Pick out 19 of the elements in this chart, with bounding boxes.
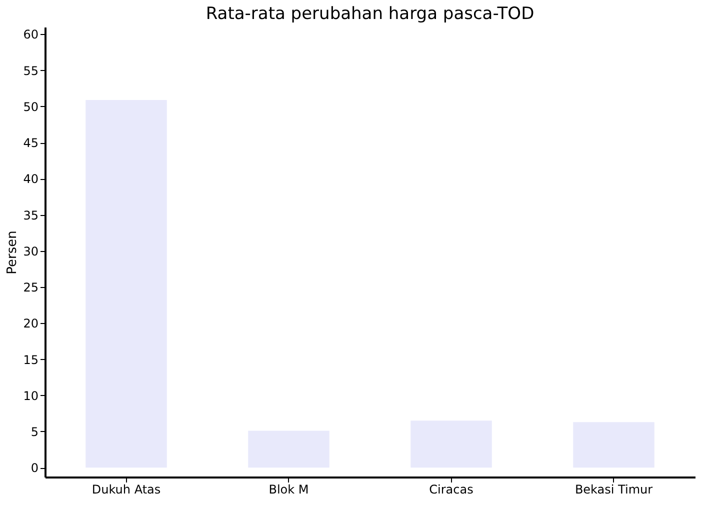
x-tick-label: Ciracas (429, 482, 474, 496)
y-tick-label: 30 (23, 244, 38, 258)
y-tick-label: 45 (23, 136, 38, 150)
y-tick-label: 15 (23, 352, 38, 367)
y-axis-title: Persen (5, 230, 20, 274)
y-tick-label: 0 (30, 461, 38, 476)
y-tick-label: 25 (23, 280, 38, 295)
x-tick-label: Bekasi Timur (574, 482, 653, 496)
y-tick-label: 10 (23, 388, 38, 403)
chart-title: Rata-rata perubahan harga pasca-TOD (206, 4, 534, 24)
y-tick-label: 55 (23, 64, 38, 78)
y-tick-label: 5 (30, 424, 38, 439)
y-tick-label: 20 (23, 316, 38, 331)
y-tick-label: 60 (23, 28, 38, 42)
x-tick-label: Dukuh Atas (92, 482, 161, 496)
y-tick-label: 50 (23, 100, 38, 114)
y-tick-label: 40 (23, 172, 38, 186)
x-tick-label: Blok M (268, 482, 309, 496)
y-tick-label: 35 (23, 208, 38, 222)
